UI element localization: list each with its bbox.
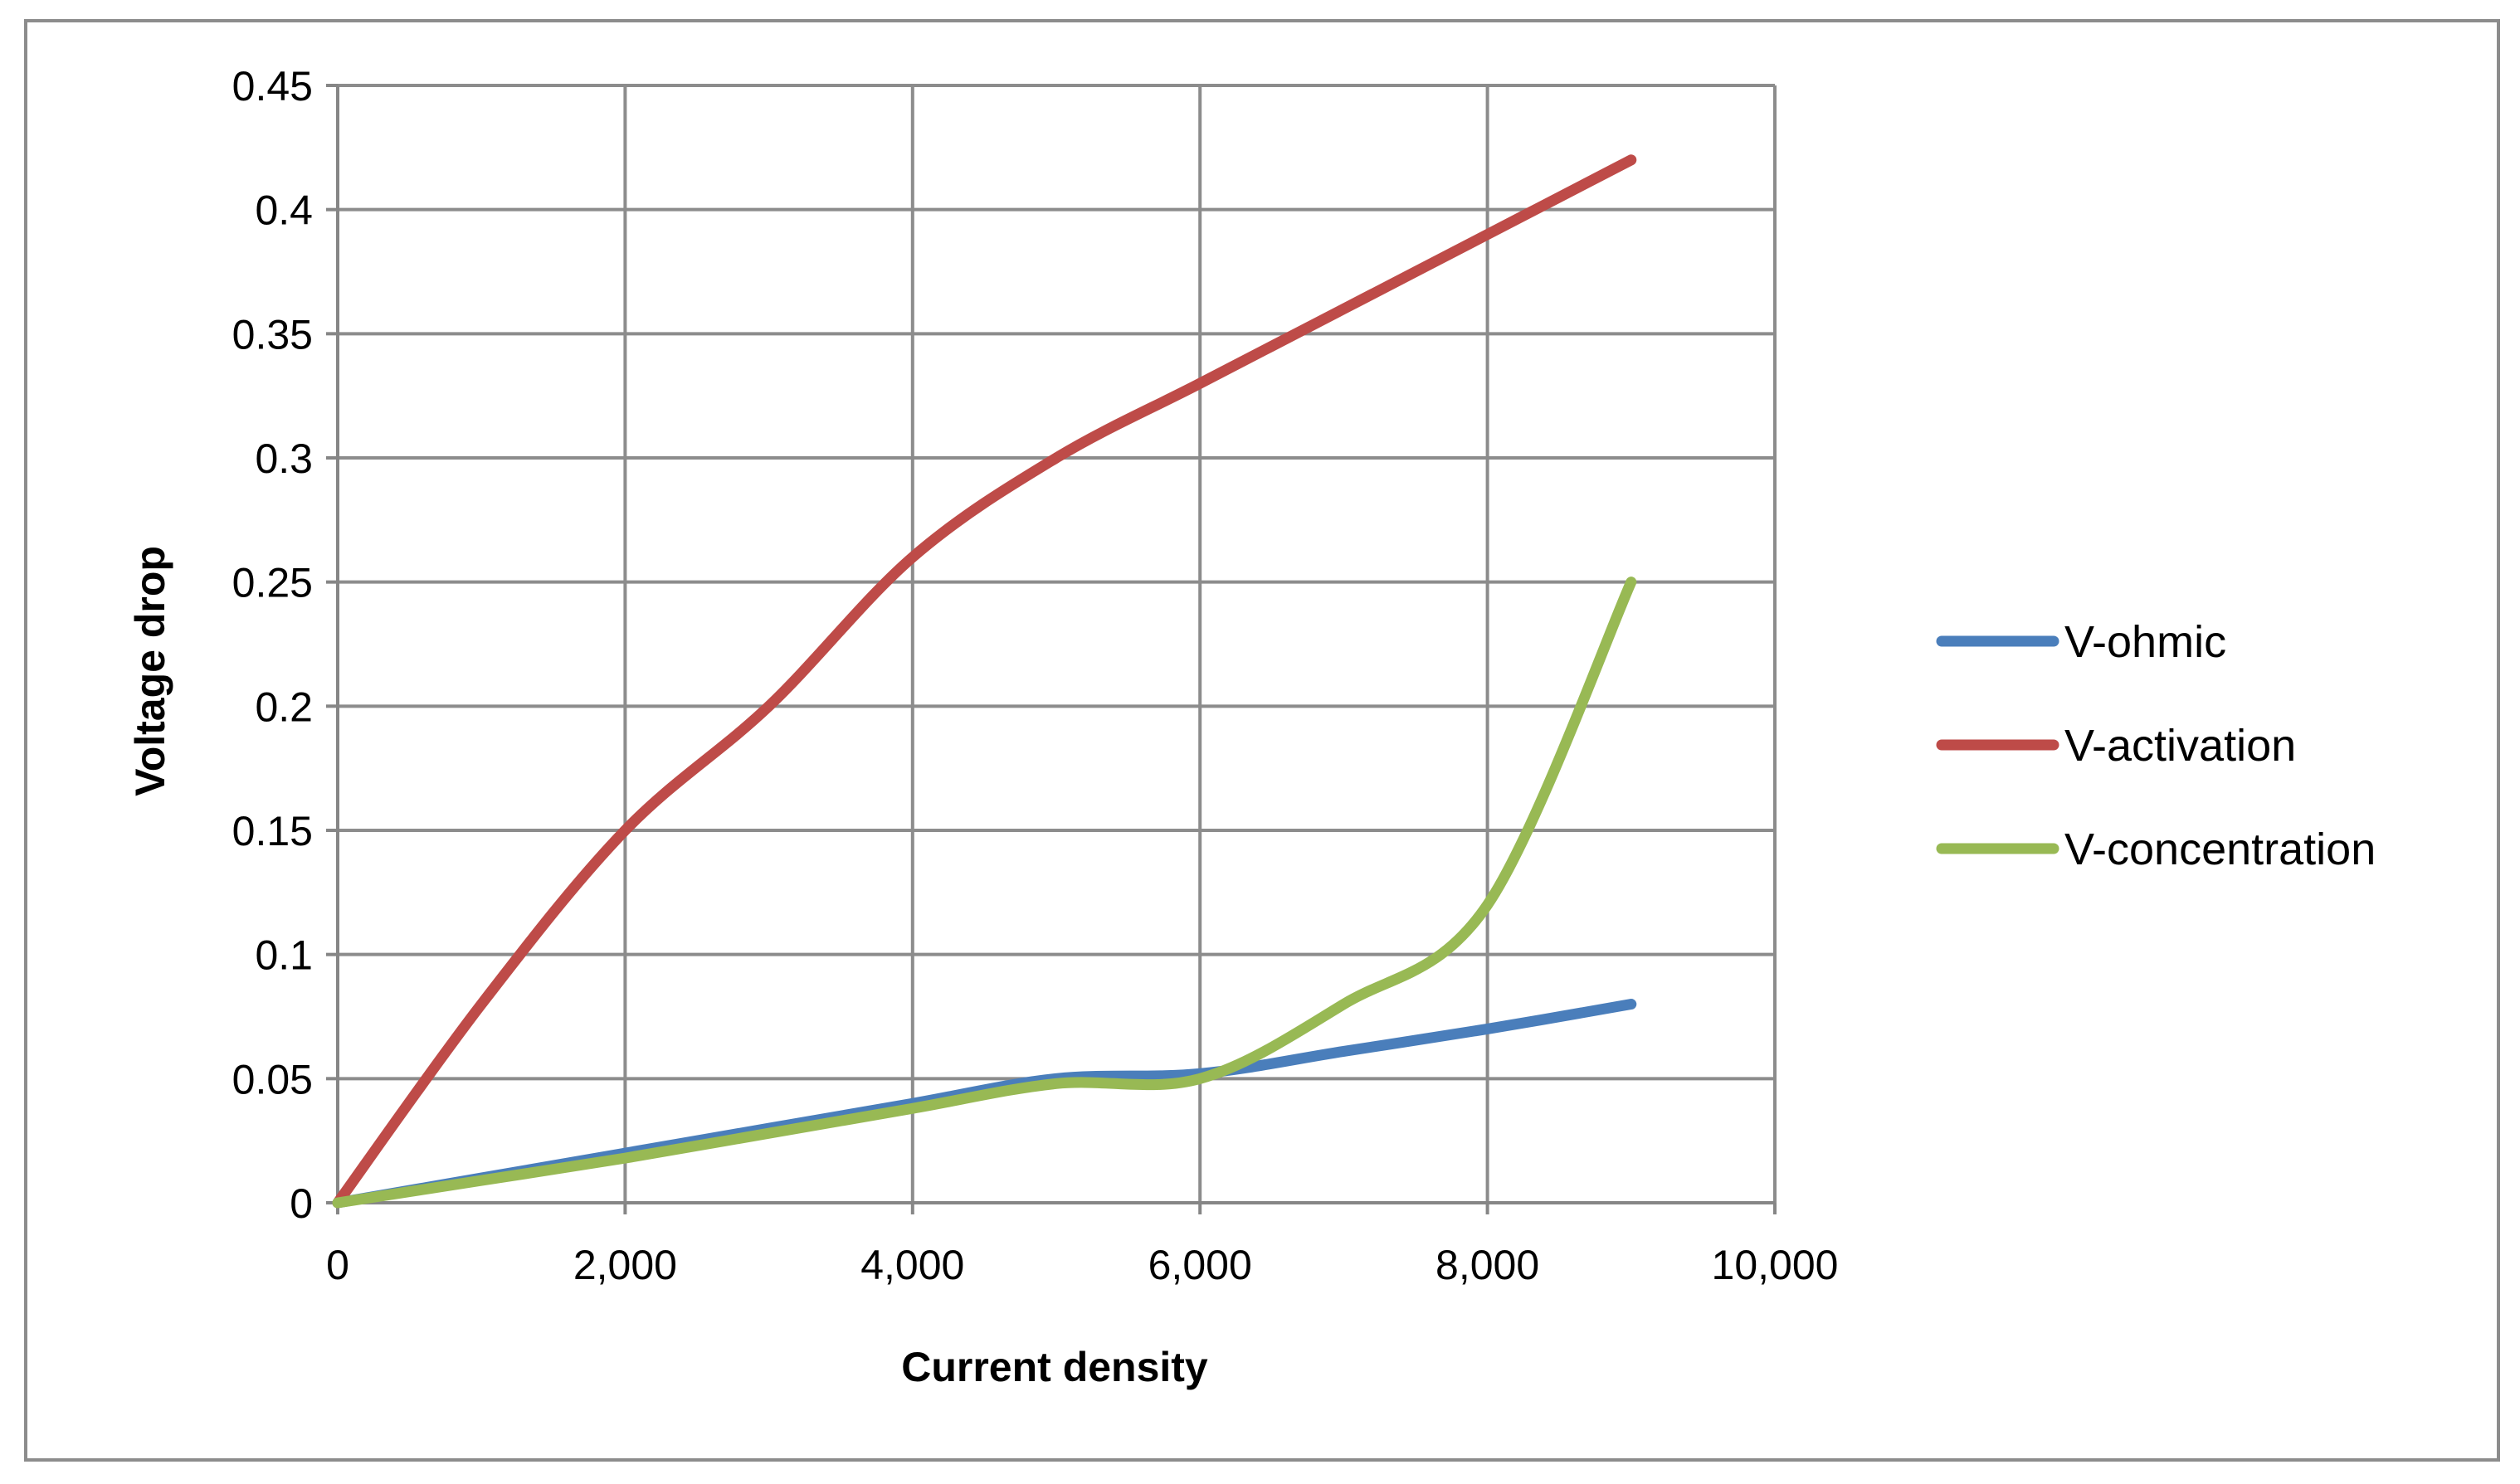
legend-label-v-activation: V-activation	[2064, 721, 2296, 771]
chart-frame	[24, 19, 2500, 1462]
tick-labels: 0 0.05 0.1 0.15 0.2 0.25 0.3 0.35 0.4 0.45 0 2,000 4…	[232, 63, 1839, 1288]
x-tick-label: 2,000	[573, 1242, 677, 1288]
axes	[326, 84, 1777, 1214]
y-tick-label: 0.25	[232, 560, 313, 606]
y-tick-label: 0.15	[232, 808, 313, 854]
legend: V-ohmic V-activation V-concentration	[1936, 617, 2376, 874]
x-axis-title: Current density	[901, 1344, 1208, 1390]
y-tick-label: 0	[290, 1180, 313, 1227]
y-tick-label: 0.1	[255, 932, 313, 979]
x-tick-label: 8,000	[1435, 1242, 1539, 1288]
x-tick-label: 0	[326, 1242, 349, 1288]
y-tick-label: 0.45	[232, 63, 313, 109]
series-line-v-activation	[332, 154, 1637, 1209]
x-tick-label: 6,000	[1148, 1242, 1252, 1288]
y-tick-label: 0.05	[232, 1056, 313, 1102]
y-tick-label: 0.3	[255, 435, 313, 482]
legend-label-v-concentration: V-concentration	[2064, 825, 2376, 874]
x-tick-label: 4,000	[860, 1242, 964, 1288]
y-tick-label: 0.4	[255, 187, 313, 234]
x-tick-label: 10,000	[1712, 1242, 1839, 1288]
y-tick-label: 0.35	[232, 311, 313, 358]
legend-label-v-ohmic: V-ohmic	[2064, 617, 2226, 667]
y-axis-title: Voltage drop	[127, 546, 173, 796]
y-tick-label: 0.2	[255, 684, 313, 730]
series-lines	[332, 154, 1637, 1209]
series-line-v-concentration	[332, 577, 1637, 1209]
